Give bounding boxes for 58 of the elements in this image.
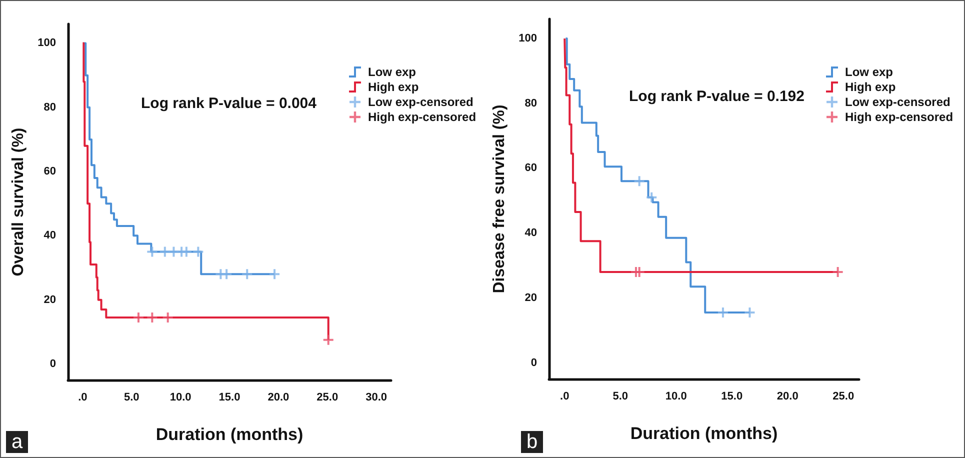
y-tick-label: 0	[530, 356, 537, 369]
x-tick-label: 5.0	[612, 390, 628, 402]
point	[323, 334, 334, 345]
point	[634, 176, 644, 186]
point	[133, 312, 144, 322]
point	[646, 192, 657, 202]
point	[160, 246, 170, 257]
legend-label: Low exp-censored	[368, 95, 474, 109]
legend-label: Low exp-censored	[845, 95, 950, 109]
x-tick-label: 30.0	[366, 392, 388, 404]
y-tick-label: 60	[44, 166, 56, 178]
point	[718, 308, 728, 318]
x-tick-label: 25.0	[832, 390, 854, 402]
y-tick-label: 80	[524, 97, 537, 110]
x-tick-label: 10.0	[170, 392, 192, 404]
point	[222, 269, 232, 280]
x-tick-label: 25.0	[316, 392, 338, 404]
y-axis-title: Overall survival (%)	[10, 128, 28, 276]
annotation: Log rank P-value = 0.004	[141, 95, 318, 112]
x-axis-title: Duration (months)	[156, 425, 304, 444]
y-tick-label: 20	[524, 292, 537, 304]
point	[744, 308, 755, 318]
point	[634, 266, 644, 277]
x-tick-label: .0	[560, 390, 570, 402]
y-tick-label: 40	[524, 227, 537, 240]
x-axis-title: Duration (months)	[630, 424, 778, 443]
point	[270, 269, 280, 280]
point	[242, 269, 252, 280]
y-tick-label: 60	[524, 162, 537, 174]
legend-label: High exp	[845, 80, 896, 94]
y-tick-label: 20	[44, 294, 56, 306]
legend-label: High exp-censored	[845, 110, 954, 124]
point	[181, 246, 192, 257]
x-tick-label: .0	[78, 392, 88, 404]
x-tick-label: 20.0	[268, 392, 290, 404]
text: a	[11, 431, 24, 453]
annotation: Log rank P-value = 0.192	[629, 88, 804, 105]
x-tick-label: 15.0	[721, 390, 743, 402]
y-tick-label: 80	[44, 101, 56, 114]
point	[147, 312, 158, 322]
y-tick-label: 40	[44, 230, 56, 242]
x-tick-label: 10.0	[665, 390, 687, 402]
point	[193, 246, 204, 257]
point	[832, 266, 843, 277]
y-axis-title: Disease free survival (%)	[491, 104, 508, 294]
point	[162, 312, 173, 322]
legend-label: Low exp	[368, 65, 416, 79]
point	[147, 246, 158, 257]
y-tick-label: 100	[38, 37, 56, 50]
y-tick-label: 100	[518, 32, 537, 44]
x-tick-label: 15.0	[218, 392, 240, 404]
x-tick-label: 20.0	[776, 390, 798, 402]
x-tick-label: 5.0	[124, 392, 140, 404]
text: b	[526, 431, 538, 453]
legend-label: High exp	[368, 80, 419, 94]
y-tick-label: 0	[50, 358, 56, 370]
legend-label: Low exp	[845, 65, 894, 79]
legend-label: High exp-censored	[368, 110, 476, 124]
